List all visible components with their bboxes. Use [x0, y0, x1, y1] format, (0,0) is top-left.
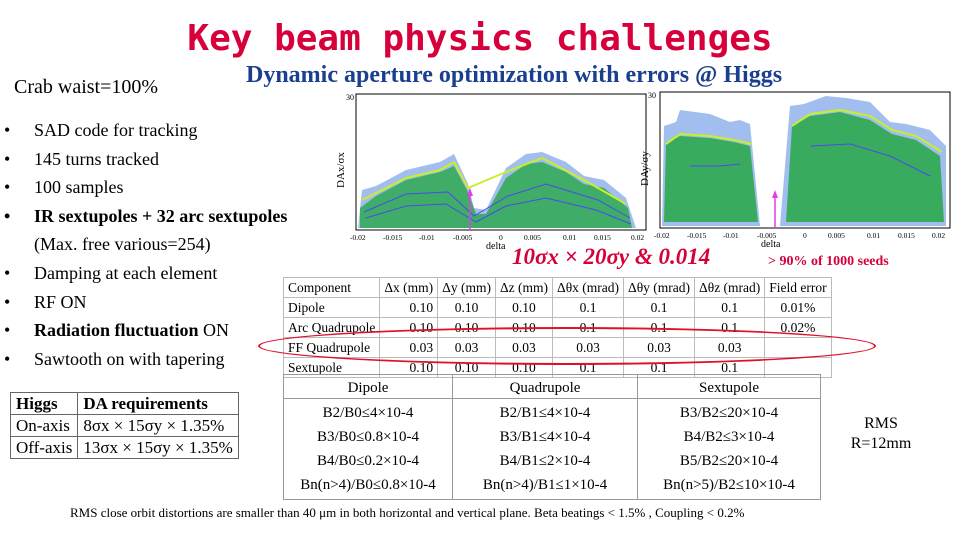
footnote: RMS close orbit distortions are smaller … [70, 505, 745, 520]
da-x-tick: -0.02 [350, 233, 366, 242]
da-y-plot-xlabel: delta [761, 239, 781, 248]
rms-radius: R=12mm [850, 435, 912, 452]
bullet-item: SAD code for tracking [4, 116, 287, 145]
da-y-tick: 0.005 [828, 231, 845, 240]
da-x-tick: 0.015 [594, 233, 611, 242]
column-header: Δz (mm) [494, 277, 554, 298]
multipole-entry: Bn(n>4)/B1≤1×10-4 [482, 477, 608, 493]
da-y-plot-ytop: 30 [648, 91, 656, 100]
ff-quadrupole-highlight [258, 327, 876, 365]
bullet-item: Sawtooth on with tapering [4, 345, 287, 374]
table-cell: 0.10 [379, 297, 439, 318]
column-header: Quadrupole [452, 374, 638, 399]
seeds-note: > 90% of 1000 seeds [768, 254, 889, 269]
da-x-tick: 0.01 [563, 233, 576, 242]
da-y-plot-ylabel: DAy/σy [640, 151, 651, 186]
bullet-item-continuation: (Max. free various=254) [34, 234, 211, 255]
column-header: Δθz (mrad) [694, 277, 766, 298]
bullet-item: IR sextupoles + 32 arc sextupoles [4, 202, 287, 231]
table-cell: 0.1 [552, 297, 625, 318]
bullet-text: Radiation fluctuation [34, 320, 199, 341]
multipole-entry: Bn(n>4)/B0≤0.8×10-4 [300, 477, 436, 493]
da-y-tick: -0.01 [723, 231, 739, 240]
da-y-tick: 0.02 [932, 231, 945, 240]
table-cell: 0.10 [437, 297, 496, 318]
table-header-row: Higgs DA requirements [9, 392, 239, 415]
da-x-plot-ytop: 30 [346, 93, 354, 102]
da-x-tick: -0.015 [383, 233, 403, 242]
rms-label: RMS [864, 415, 898, 432]
multipole-entry: Bn(n>5)/B2≤10×10-4 [663, 477, 795, 493]
multipole-table: Dipole Quadrupole Sextupole B2/B0≤4×10-4… [283, 374, 821, 500]
table-cell: 0.1 [694, 297, 766, 318]
column-header: Field error [764, 277, 832, 298]
column-header: Δx (mm) [379, 277, 439, 298]
crab-waist-label: Crab waist=100% [14, 76, 159, 98]
bullet-item: 100 samples [4, 173, 287, 202]
da-x-plot-ylabel: DAx/σx [336, 152, 347, 188]
multipole-entry: B3/B0≤0.8×10-4 [316, 429, 420, 445]
column-header: Higgs [9, 392, 79, 415]
column-header: Dipole [283, 374, 453, 399]
multipole-entry: B3/B1≤4×10-4 [499, 429, 591, 445]
multipole-entry: B4/B0≤0.2×10-4 [316, 453, 420, 469]
table-row: B2/B0≤4×10-4 B3/B0≤0.8×10-4 B4/B0≤0.2×10… [283, 398, 821, 500]
da-x-tick: -0.01 [419, 233, 435, 242]
table-header-row: Component Δx (mm) Δy (mm) Δz (mm) Δθx (m… [282, 277, 832, 298]
table-cell: On-axis [9, 414, 79, 437]
slide-title: Key beam physics challenges [187, 18, 773, 59]
multipole-quadrupole-cell: B2/B1≤4×10-4 B3/B1≤4×10-4 B4/B1≤2×10-4 B… [452, 398, 638, 500]
da-x-curve-band [358, 152, 636, 228]
bullet-item: Radiation fluctuation ON [4, 316, 287, 345]
da-x-tick: -0.005 [453, 233, 473, 242]
column-header: Sextupole [637, 374, 821, 399]
multipole-dipole-cell: B2/B0≤4×10-4 B3/B0≤0.8×10-4 B4/B0≤0.2×10… [283, 398, 453, 500]
table-row: Dipole 0.10 0.10 0.10 0.1 0.1 0.1 0.01% [282, 297, 832, 318]
table-cell: Dipole [282, 297, 381, 318]
da-y-tick: -0.02 [654, 231, 670, 240]
table-cell: 0.01% [764, 297, 832, 318]
table-cell: 13σx × 15σy × 1.35% [77, 436, 239, 459]
bullet-item: Damping at each element [4, 259, 287, 288]
multipole-entry: B4/B1≤2×10-4 [499, 453, 591, 469]
column-header: Δy (mm) [437, 277, 496, 298]
column-header: Δθx (mrad) [552, 277, 625, 298]
da-y-tick: 0.01 [867, 231, 880, 240]
da-x-plot-xlabel: delta [486, 241, 506, 250]
rms-radius-note: RMS R=12mm [846, 414, 916, 454]
da-x-tick: 0 [499, 233, 503, 242]
bullet-item: 145 turns tracked [4, 145, 287, 174]
table-cell: 0.1 [623, 297, 696, 318]
bullet-item: RF ON [4, 288, 287, 317]
da-y-tick: 0 [803, 231, 807, 240]
column-header: DA requirements [77, 392, 239, 415]
da-y-curve-band [662, 96, 946, 226]
table-header-row: Dipole Quadrupole Sextupole [283, 374, 821, 399]
multipole-sextupole-cell: B3/B2≤20×10-4 B4/B2≤3×10-4 B5/B2≤20×10-4… [637, 398, 821, 500]
da-y-tick: -0.015 [687, 231, 707, 240]
da-y-tick: -0.005 [757, 231, 777, 240]
da-requirements-table: Higgs DA requirements On-axis 8σx × 15σy… [9, 392, 239, 459]
table-cell: 8σx × 15σy × 1.35% [77, 414, 239, 437]
da-y-plot: 30 DAy/σy -0.02 -0.015 -0.01 -0.005 0 0.… [640, 91, 951, 248]
column-header: Component [282, 277, 381, 298]
table-row: Off-axis 13σx × 15σy × 1.35% [9, 436, 239, 459]
da-x-tick: 0.02 [631, 233, 644, 242]
table-cell: Off-axis [9, 436, 79, 459]
multipole-entry: B3/B2≤20×10-4 [679, 405, 779, 421]
column-header: Δθy (mrad) [623, 277, 696, 298]
slide-subtitle: Dynamic aperture optimization with error… [246, 62, 783, 88]
multipole-entry: B5/B2≤20×10-4 [679, 453, 779, 469]
table-row: On-axis 8σx × 15σy × 1.35% [9, 414, 239, 437]
da-y-tick: 0.015 [898, 231, 915, 240]
da-target-formula: 10σx × 20σy & 0.014 [512, 244, 711, 269]
multipole-entry: B2/B0≤4×10-4 [322, 405, 414, 421]
multipole-entry: B2/B1≤4×10-4 [499, 405, 591, 421]
multipole-entry: B4/B2≤3×10-4 [683, 429, 775, 445]
da-x-tick: 0.005 [524, 233, 541, 242]
da-x-plot: 30 DAx/σx -0.02 -0.015 -0.01 -0.005 0 0.… [336, 93, 647, 250]
table-cell: 0.10 [494, 297, 554, 318]
bullet-list: SAD code for tracking 145 turns tracked … [4, 116, 287, 373]
